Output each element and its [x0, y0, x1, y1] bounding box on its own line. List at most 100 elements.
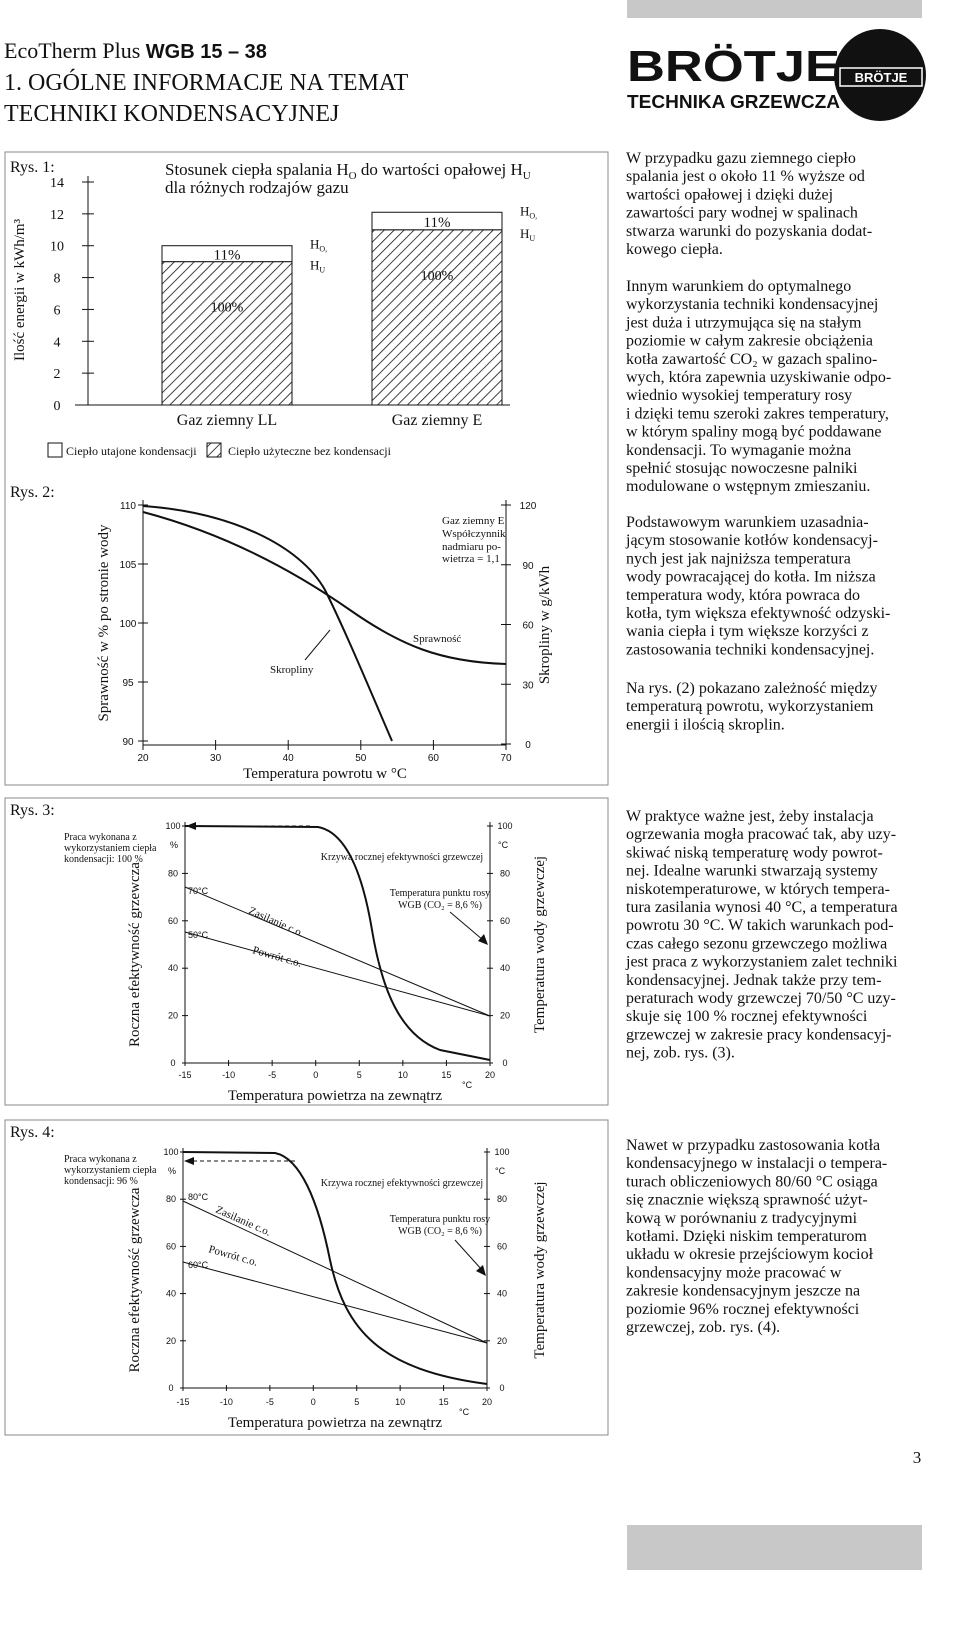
y-tick-label: 2 [54, 367, 61, 382]
y2-tick-label: 0 [502, 1058, 507, 1068]
paragraph-line: wody powracającej do kotła. Im niższa [626, 569, 876, 586]
model: WGB 15 – 38 [146, 41, 267, 63]
efficiency-curve [184, 825, 491, 1061]
return-line [184, 931, 491, 1017]
badge-text: BRÖTJE [855, 70, 908, 85]
curve-label: Sprawność [413, 633, 461, 645]
h-sub: O, [529, 211, 537, 220]
y2-tick-label: 20 [500, 1011, 510, 1021]
paragraph-line: spełnić stosując nowoczesne palniki [626, 460, 858, 477]
x-tick-label: 10 [398, 1070, 408, 1080]
h-sub: O, [319, 245, 327, 254]
y-tick-label: 110 [120, 501, 136, 512]
efficiency-curve [142, 511, 507, 665]
paragraph-line: skuje się 100 % rocznej efektywności [626, 1008, 868, 1025]
h-letter: H [520, 226, 529, 241]
paragraph-line: w którym spaliny mogą być poddawane [626, 424, 882, 441]
note: kondensacji: 100 % [64, 854, 143, 865]
paragraph-line: jest duża i utrzymująca się na stałym [625, 314, 862, 331]
y-tick-label: 0 [54, 399, 61, 414]
paragraph-line: się znacznie większą sprawność użyt- [626, 1192, 868, 1209]
x-tick-label: 0 [311, 1397, 316, 1407]
supply-line [184, 886, 491, 1017]
product: EcoTherm Plus [4, 38, 146, 63]
y2-tick-label: 60 [497, 1241, 507, 1251]
paragraph-line: Innym warunkiem do optymalnego [626, 278, 851, 295]
paragraph-line: grzewczej w zakresie pracy kondensacyj- [626, 1026, 892, 1043]
figure-title: dla różnych rodzajów gazu [165, 178, 349, 197]
y-tick-label: 6 [54, 303, 61, 318]
unit: °C [498, 840, 509, 850]
h-letter: H [310, 237, 319, 252]
section-title: 1. OGÓLNE INFORMACJE NA TEMAT [4, 69, 409, 96]
arrow [186, 822, 196, 830]
y-tick-label: 40 [166, 1289, 176, 1299]
x-axis-label: Temperatura powietrza na zewnątrz [228, 1415, 443, 1431]
x-tick-label: 5 [354, 1397, 359, 1407]
y-axis-label: Sprawność w % po stronie wody [96, 524, 112, 722]
paragraph-line: temperaturą powrotu, wykorzystaniem [626, 698, 874, 715]
x-tick-label: 60 [428, 753, 440, 764]
annotation: wietrza = 1,1 [442, 553, 500, 565]
badge-band [839, 67, 923, 87]
paragraph-line: i dzięki temu szeroki zakres temperatury… [626, 405, 889, 422]
bar-useful [161, 261, 293, 406]
h-symbol: HO, [520, 203, 537, 220]
paragraph-line: kondensacji. To wymaganie można [626, 442, 851, 459]
bar-latent [371, 211, 503, 231]
bar-label: 100% [211, 301, 244, 316]
title-part: do wartości opałowej H [357, 160, 523, 179]
unit: % [168, 1166, 176, 1176]
x-tick-label: 30 [210, 753, 222, 764]
paragraph-line: wykorzystania techniki kondensacyjnej [626, 296, 878, 313]
paragraph-line: W przypadku gazu ziemnego ciepło [626, 150, 856, 167]
unit: °C [459, 1407, 470, 1417]
y-tick-label: 100 [163, 1147, 178, 1157]
leader-line [454, 1239, 483, 1271]
section-title: TECHNIKI KONDENSACYJNEJ [4, 101, 339, 127]
y2-tick-label: 60 [522, 621, 534, 632]
temp-label: 50°C [188, 930, 209, 940]
y-tick-label: 40 [168, 963, 178, 973]
paragraph-line: tura zasilania wynosi 40 °C, a temperatu… [626, 899, 898, 916]
figure-label: Rys. 4: [10, 1124, 55, 1141]
legend-label: Ciepło użyteczne bez kondensacji [228, 444, 392, 458]
paragraph-line: W praktyce ważne jest, żeby instalacja [626, 808, 874, 825]
paragraph-line: jącym stosowanie kotłów kondensacyj- [625, 532, 878, 549]
paragraph-line: temperatura wody, która powraca do [626, 587, 860, 604]
paragraph-line: zawartości pary wodnej w spalinach [626, 205, 858, 222]
curve-label: Krzywa rocznej efektywności grzewczej [321, 1178, 483, 1189]
h-letter: H [310, 258, 319, 273]
y-tick-label: 0 [170, 1058, 175, 1068]
paragraph-line: ogrzewania mogła pracować tak, aby uzy- [626, 826, 896, 843]
paragraph-line: wiednio wysokiej temperatury rosy [626, 387, 852, 404]
y2-axis-label: Temperatura wody grzewczej [532, 856, 548, 1033]
y-tick-label: 4 [54, 335, 61, 350]
unit: °C [495, 1166, 506, 1176]
x-axis-label: Temperatura powietrza na zewnątrz [228, 1088, 443, 1104]
paragraph-line: nej, zob. rys. (3). [626, 1045, 735, 1062]
y2-tick-label: 60 [500, 916, 510, 926]
paragraph-line: kondensacyjny może pracować w [626, 1264, 842, 1281]
y2-tick-label: 120 [520, 501, 537, 512]
y-tick-label: 90 [122, 737, 134, 748]
note: wykorzystaniem ciepła [64, 1165, 157, 1176]
annotation: Temperatura punktu rosy [390, 888, 490, 899]
y2-tick-label: 80 [500, 868, 510, 878]
bar-label: 100% [421, 269, 454, 284]
paragraph-line: wych, która zapewnia uzyskiwanie odpo- [626, 369, 891, 386]
y-tick-label: 105 [120, 560, 137, 571]
y-axis-label: Roczna efektywność grzewcza [127, 1187, 143, 1372]
leader-line [449, 911, 484, 941]
unit: °C [462, 1080, 473, 1090]
paragraph-line: Podstawowym warunkiem uzasadnia- [626, 514, 869, 531]
y-tick-label: 14 [50, 176, 64, 191]
paragraph-line: modulowane o wstępnym zmieszaniu. [626, 478, 870, 495]
note: wykorzystaniem ciepła [64, 843, 157, 854]
line-label: Powrót c.o. [207, 1243, 259, 1268]
paragraph-line: Na rys. (2) pokazano zależność między [626, 680, 877, 697]
paragraph-line: wartości opałowej i dzięki dużej [626, 186, 833, 203]
page-number: 3 [913, 1448, 922, 1467]
x-tick-label: 70 [500, 753, 512, 764]
